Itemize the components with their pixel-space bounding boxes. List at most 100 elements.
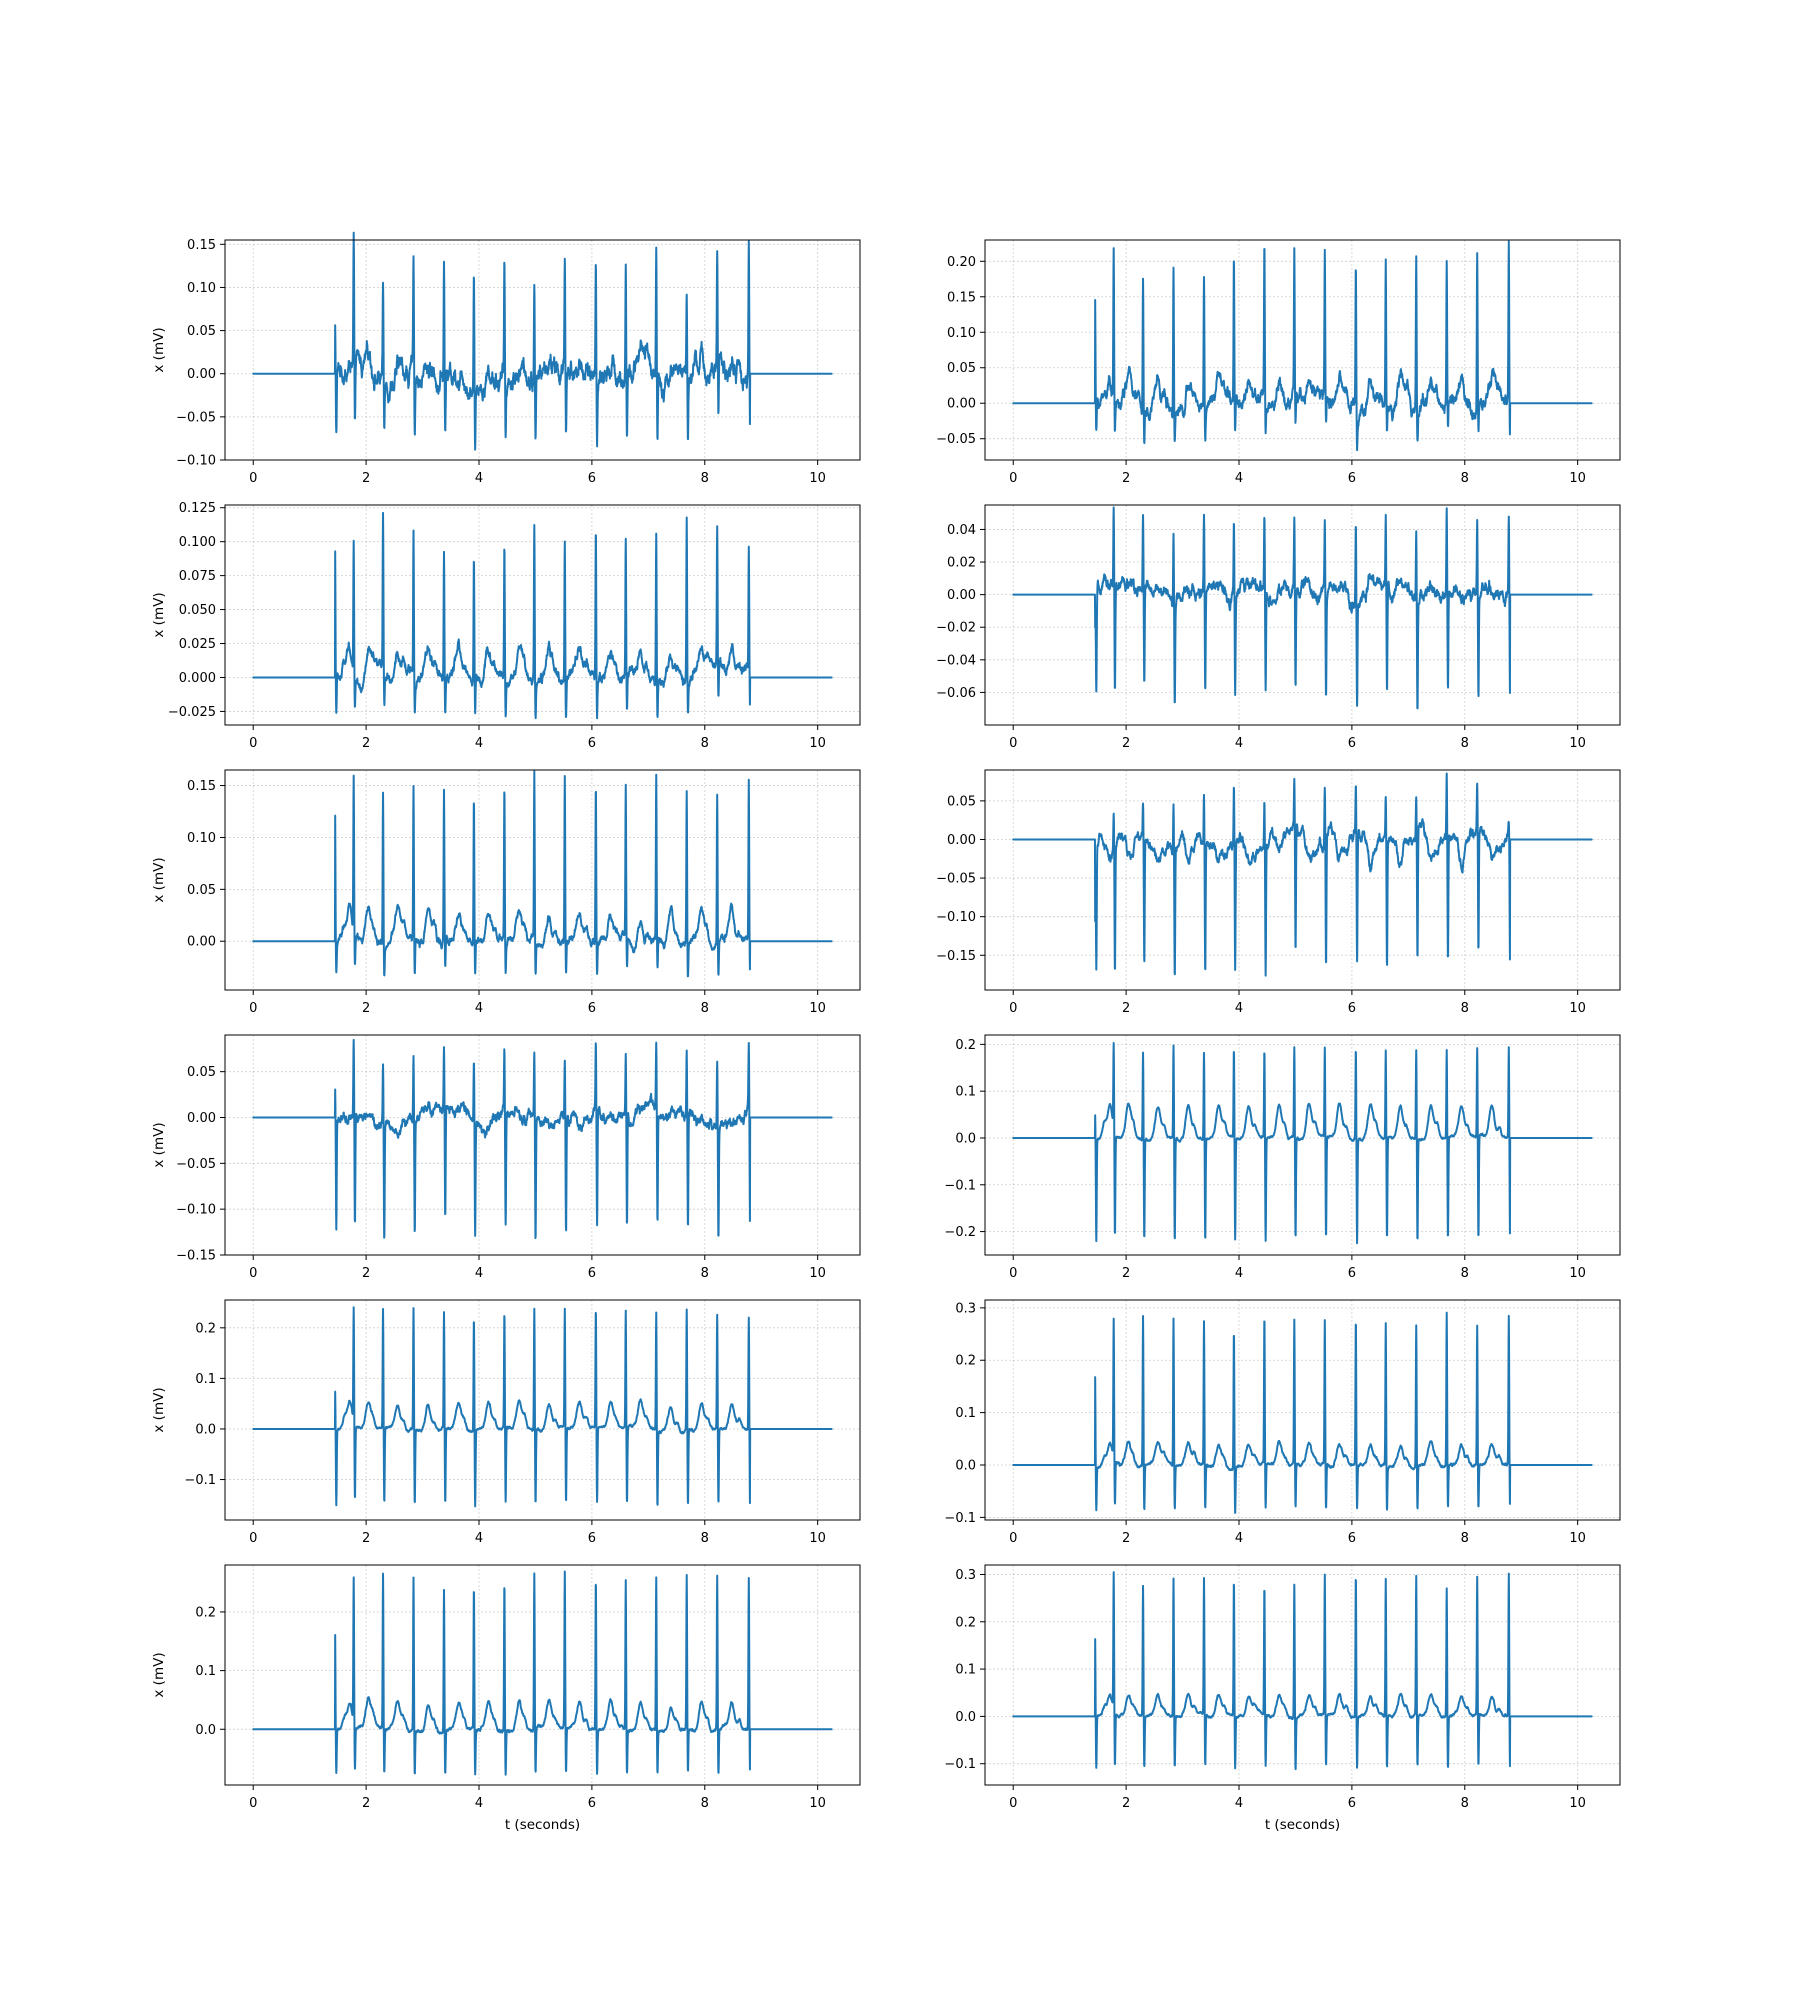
x-tick-label: 0 [1009, 471, 1017, 486]
subplot-1-1: 0 2 4 6 8 10 −0.06 −0.04 −0.02 0.00 0.02 0.04 [936, 504, 1621, 751]
x-tick-label: 2 [1122, 1796, 1130, 1811]
y-tick-label: 0.15 [947, 290, 976, 305]
y-tick-label: 0.15 [187, 238, 216, 253]
y-tick-label: 0.05 [187, 883, 216, 898]
x-axis-label: t (seconds) [1265, 1817, 1340, 1833]
y-tick-label: 0.10 [187, 281, 216, 296]
x-tick-label: 0 [249, 1531, 257, 1546]
x-tick-label: 10 [809, 736, 826, 751]
signal-trace [1012, 772, 1593, 977]
y-tick-label: 0.1 [195, 1664, 216, 1679]
y-tick-label: 0.0 [195, 1422, 216, 1437]
y-tick-label: −0.02 [936, 621, 976, 636]
x-tick-label: 0 [1009, 1531, 1017, 1546]
y-axis-label: x (mV) [151, 1122, 167, 1167]
y-tick-label: −0.05 [936, 872, 976, 887]
x-tick-label: 6 [1348, 1001, 1356, 1016]
x-tick-label: 2 [362, 1531, 370, 1546]
x-tick-label: 6 [588, 1266, 596, 1281]
x-tick-label: 2 [362, 1266, 370, 1281]
x-tick-label: 8 [701, 471, 709, 486]
y-tick-label: 0.20 [947, 255, 976, 270]
y-tick-label: −0.10 [176, 1203, 216, 1218]
x-tick-label: 0 [1009, 736, 1017, 751]
x-tick-label: 6 [588, 1001, 596, 1016]
x-tick-label: 4 [475, 471, 483, 486]
x-tick-label: 4 [1235, 1796, 1243, 1811]
x-tick-label: 4 [1235, 1001, 1243, 1016]
y-tick-label: 0.075 [179, 569, 216, 584]
x-tick-label: 2 [1122, 1001, 1130, 1016]
signal-trace [252, 770, 833, 978]
y-tick-label: −0.06 [936, 686, 976, 701]
x-tick-label: 8 [1461, 1266, 1469, 1281]
x-tick-label: 2 [1122, 736, 1130, 751]
y-tick-label: −0.05 [176, 1157, 216, 1172]
y-tick-label: 0.00 [187, 1111, 216, 1126]
x-tick-label: 4 [1235, 1266, 1243, 1281]
axes-frame [984, 504, 1621, 726]
signal-trace [252, 1570, 833, 1776]
subplot-5-0: 0 2 4 6 8 10 0.0 0.1 0.2 x (mV) t (seconds) [151, 1564, 861, 1833]
x-tick-label: 10 [1569, 736, 1586, 751]
y-tick-label: −0.1 [944, 1757, 976, 1772]
x-tick-label: 8 [701, 1796, 709, 1811]
x-tick-label: 10 [809, 1266, 826, 1281]
axes-frame [984, 769, 1621, 991]
subplot-3-0: 0 2 4 6 8 10 −0.15 −0.10 −0.05 0.00 0.05 x (mV) [151, 1034, 861, 1281]
y-tick-label: 0.10 [187, 831, 216, 846]
x-tick-label: 2 [362, 736, 370, 751]
x-tick-label: 10 [809, 1531, 826, 1546]
subplot-2-0: 0 2 4 6 8 10 0.00 0.05 0.10 0.15 x (mV) [151, 769, 861, 1016]
y-tick-label: 0.00 [187, 367, 216, 382]
subplot-2-1: 0 2 4 6 8 10 −0.15 −0.10 −0.05 0.00 0.05 [936, 769, 1621, 1016]
x-tick-label: 6 [588, 471, 596, 486]
y-tick-label: −0.1 [944, 1511, 976, 1526]
y-tick-label: 0.04 [947, 523, 976, 538]
y-tick-label: 0.2 [195, 1321, 216, 1336]
y-tick-label: 0.00 [947, 588, 976, 603]
axes-frame [224, 239, 861, 461]
signal-trace [252, 1306, 833, 1508]
y-tick-label: 0.025 [179, 637, 216, 652]
subplot-1-0: 0 2 4 6 8 10 −0.025 0.000 0.025 0.050 0.075 0.100 0.… [151, 501, 861, 751]
x-tick-label: 0 [249, 736, 257, 751]
y-tick-label: 0.05 [947, 361, 976, 376]
x-tick-label: 6 [588, 1796, 596, 1811]
signal-trace [1012, 506, 1593, 710]
signal-trace [1012, 240, 1593, 452]
y-tick-label: 0.125 [179, 501, 216, 516]
x-tick-label: 4 [1235, 736, 1243, 751]
x-tick-label: 8 [701, 1266, 709, 1281]
y-tick-label: 0.1 [955, 1663, 976, 1678]
axes-frame [224, 769, 861, 991]
x-tick-label: 8 [1461, 1001, 1469, 1016]
y-axis-label: x (mV) [151, 857, 167, 902]
y-tick-label: 0.02 [947, 556, 976, 571]
x-tick-label: 4 [475, 1266, 483, 1281]
x-tick-label: 10 [1569, 1796, 1586, 1811]
y-tick-label: 0.0 [955, 1459, 976, 1474]
x-tick-label: 8 [1461, 471, 1469, 486]
y-tick-label: 0.1 [195, 1372, 216, 1387]
y-tick-label: 0.00 [947, 833, 976, 848]
x-tick-label: 4 [1235, 1531, 1243, 1546]
x-tick-label: 6 [1348, 736, 1356, 751]
subplot-0-0: 0 2 4 6 8 10 −0.10 −0.05 0.00 0.05 0.10 0.15 x (mV) [151, 231, 861, 486]
x-tick-label: 8 [701, 736, 709, 751]
y-tick-label: 0.100 [179, 535, 216, 550]
x-tick-label: 10 [809, 1001, 826, 1016]
y-tick-label: 0.00 [187, 935, 216, 950]
y-tick-label: −0.025 [168, 705, 216, 720]
x-tick-label: 4 [475, 1531, 483, 1546]
y-tick-label: 0.05 [187, 324, 216, 339]
x-tick-label: 6 [588, 736, 596, 751]
x-tick-label: 0 [1009, 1266, 1017, 1281]
x-tick-label: 0 [249, 1796, 257, 1811]
y-tick-label: 0.0 [195, 1723, 216, 1738]
x-tick-label: 10 [1569, 1001, 1586, 1016]
y-tick-label: −0.05 [936, 432, 976, 447]
y-tick-label: 0.0 [955, 1131, 976, 1146]
y-tick-label: −0.15 [176, 1249, 216, 1264]
